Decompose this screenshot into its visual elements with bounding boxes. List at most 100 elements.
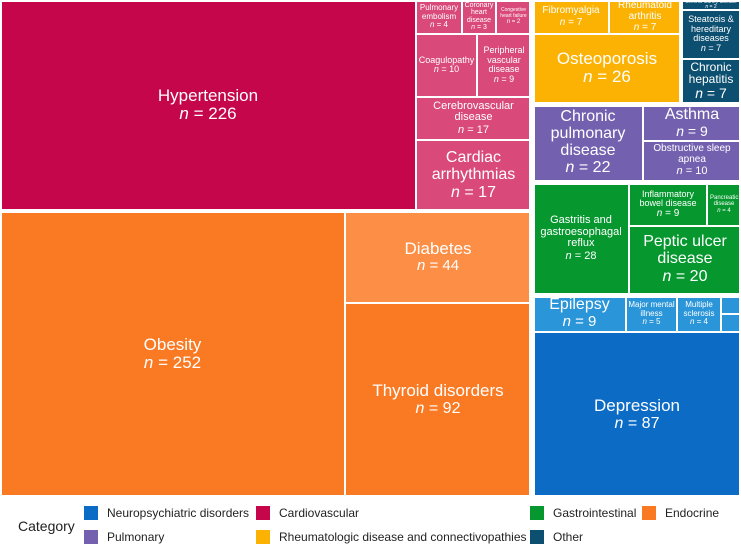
tile-peptic-ulcer-disease: Peptic ulcer disease n = 20 bbox=[629, 226, 741, 294]
legend-item-neuropsychiatric: Neuropsychiatric disorders bbox=[84, 506, 249, 520]
tile-diabetes: Diabetes n = 44 bbox=[345, 211, 531, 303]
tile-obesity: Obesity n = 252 bbox=[0, 211, 345, 497]
tile-value: n = 22 bbox=[565, 159, 611, 177]
tile-steatosis: Steatosis & hereditary diseases n = 7 bbox=[681, 10, 741, 59]
tile-pancreatic-disease: Pancreatic disease n = 4 bbox=[707, 183, 741, 226]
tile-label: Cardiac arrhythmias bbox=[431, 148, 516, 183]
tile-value: n = 87 bbox=[614, 414, 660, 432]
tile-asthma: Asthma n = 9 bbox=[643, 105, 741, 141]
tile-value: n = 2 bbox=[705, 3, 717, 10]
tile-value: n = 17 bbox=[458, 124, 489, 136]
tile-depression: Depression n = 87 bbox=[533, 332, 741, 497]
tile-value: n = 2 bbox=[506, 18, 521, 25]
tile-cerebrovascular-disease: Cerebrovascular disease n = 17 bbox=[416, 97, 531, 140]
treemap-chart: Hypertension n = 226 Pulmonary embolism n =… bbox=[0, 0, 741, 497]
legend-title: Category bbox=[18, 518, 75, 534]
tile-value: n = 10 bbox=[676, 165, 708, 178]
tile-hypertension: Hypertension n = 226 bbox=[0, 0, 416, 211]
tile-gastritis-gerd: Gastritis and gastroesophagal reflux n = … bbox=[533, 183, 629, 294]
tile-value: n = 226 bbox=[179, 104, 237, 124]
tile-label: Epilepsy bbox=[549, 296, 610, 314]
legend-item-gastrointestinal: Gastrointestinal bbox=[530, 506, 636, 520]
legend-label: Rheumatologic disease and connectivopath… bbox=[279, 530, 527, 544]
tile-label: Rheumatoid arthritis bbox=[618, 0, 672, 22]
tile-thyroid-disorders: Thyroid disorders n = 92 bbox=[345, 303, 531, 497]
tile-fibromyalgia: Fibromyalgia n = 7 bbox=[533, 0, 609, 34]
tile-label: Cerebrovascular disease bbox=[433, 99, 514, 124]
tile-value: n = 17 bbox=[451, 183, 496, 201]
legend-label: Neuropsychiatric disorders bbox=[107, 506, 250, 520]
legend-item-rheumatologic: Rheumatologic disease and connectivopath… bbox=[256, 530, 527, 544]
tile-label: Diabetes bbox=[404, 238, 472, 258]
tile-value: n = 7 bbox=[695, 84, 727, 101]
tile-cardiac-arrhythmias: Cardiac arrhythmias n = 17 bbox=[416, 140, 531, 211]
tile-label: Obstructive sleep apnea bbox=[653, 143, 731, 165]
tile-label: Chronic pulmonary disease bbox=[550, 108, 626, 159]
tile-value: n = 28 bbox=[565, 249, 597, 262]
tile-value: n = 9 bbox=[493, 73, 515, 84]
tile-congestive-heart-failure: Congestive heart failure n = 2 bbox=[496, 0, 531, 34]
legend-label: Pulmonary bbox=[107, 530, 165, 544]
legend-swatch bbox=[256, 530, 270, 544]
tile-epilepsy: Epilepsy n = 9 bbox=[533, 296, 626, 332]
legend-label: Other bbox=[553, 530, 584, 544]
legend-item-endocrine: Endocrine bbox=[642, 506, 719, 520]
tile-coronary-heart-disease: Coronary heart disease n = 3 bbox=[462, 0, 496, 34]
tile-label: Asthma bbox=[664, 105, 720, 123]
tile-chronic-pulmonary-disease: Chronic pulmonary disease n = 22 bbox=[533, 105, 643, 181]
tile-label: Multiple sclerosis bbox=[683, 300, 715, 318]
legend-item-other: Other bbox=[530, 530, 583, 544]
tile-value: n = 252 bbox=[143, 352, 202, 372]
tile-label: Major mental illness bbox=[628, 300, 675, 318]
tile-major-mental-illness: Major mental illness n = 5 bbox=[626, 296, 677, 332]
tile-label: Peptic ulcer disease bbox=[643, 233, 727, 268]
tile-label: Coronary heart disease bbox=[464, 2, 494, 24]
tile-value: n = 10 bbox=[433, 64, 460, 75]
legend-swatch bbox=[642, 506, 656, 520]
tile-label: Depression bbox=[594, 395, 680, 415]
legend-swatch bbox=[530, 530, 544, 544]
tile-label: Gastritis and gastroesophagal reflux bbox=[540, 214, 622, 250]
tile-label: Inflammatory bowel disease bbox=[639, 188, 697, 208]
legend-swatch bbox=[530, 506, 544, 520]
tile-coagulopathy: Coagulopathy n = 10 bbox=[416, 34, 477, 97]
tile-value: n = 9 bbox=[656, 208, 680, 220]
tile-label: Osteoporosis bbox=[556, 49, 658, 69]
tile-value: n = 4 bbox=[429, 19, 449, 29]
tile-obstructive-sleep-apnea: Obstructive sleep apnea n = 10 bbox=[643, 141, 741, 181]
legend: Category Neuropsychiatric disorders Pulmo… bbox=[0, 500, 741, 552]
tile-unlabeled bbox=[721, 314, 741, 332]
tile-value: n = 5 bbox=[642, 316, 661, 326]
tile-label: Steatosis & hereditary diseases bbox=[688, 14, 734, 44]
tile-label: Pancreatic disease bbox=[710, 194, 739, 208]
tile-peripheral-vascular-disease: Peripheral vascular disease n = 9 bbox=[477, 34, 531, 97]
tile-label: Thyroid disorders bbox=[372, 381, 504, 401]
legend-swatch bbox=[84, 506, 98, 520]
tile-value: n = 9 bbox=[562, 313, 597, 331]
tile-value: n = 7 bbox=[700, 42, 722, 53]
tile-chronic-kidney-disease: Chronic kidney disease n = 2 bbox=[681, 0, 741, 10]
tile-value: n = 7 bbox=[633, 22, 657, 33]
legend-label: Cardiovascular bbox=[279, 506, 360, 520]
tile-value: n = 9 bbox=[676, 122, 708, 139]
legend-item-pulmonary: Pulmonary bbox=[84, 530, 164, 544]
tile-label: Chronic kidney disease bbox=[685, 0, 737, 5]
tile-label: Chronic hepatitis bbox=[688, 59, 734, 87]
tile-multiple-sclerosis: Multiple sclerosis n = 4 bbox=[677, 296, 721, 332]
tile-value: n = 20 bbox=[662, 268, 708, 285]
legend-item-cardiovascular: Cardiovascular bbox=[256, 506, 359, 520]
tile-label: Coagulopathy bbox=[418, 54, 475, 65]
tile-unlabeled bbox=[721, 296, 741, 314]
tile-pulmonary-embolism: Pulmonary embolism n = 4 bbox=[416, 0, 462, 34]
tile-osteoporosis: Osteoporosis n = 26 bbox=[533, 34, 681, 103]
tile-value: n = 4 bbox=[689, 316, 709, 326]
tile-value: n = 92 bbox=[415, 400, 461, 418]
tile-value: n = 44 bbox=[416, 256, 460, 274]
tile-label: Peripheral vascular disease bbox=[483, 45, 525, 75]
tile-rheumatoid-arthritis: Rheumatoid arthritis n = 7 bbox=[609, 0, 681, 34]
tile-label: Congestive heart failure bbox=[500, 7, 527, 19]
legend-label: Gastrointestinal bbox=[553, 506, 637, 520]
tile-value: n = 3 bbox=[471, 24, 487, 32]
tile-label: Fibromyalgia bbox=[542, 5, 600, 17]
legend-swatch bbox=[256, 506, 270, 520]
